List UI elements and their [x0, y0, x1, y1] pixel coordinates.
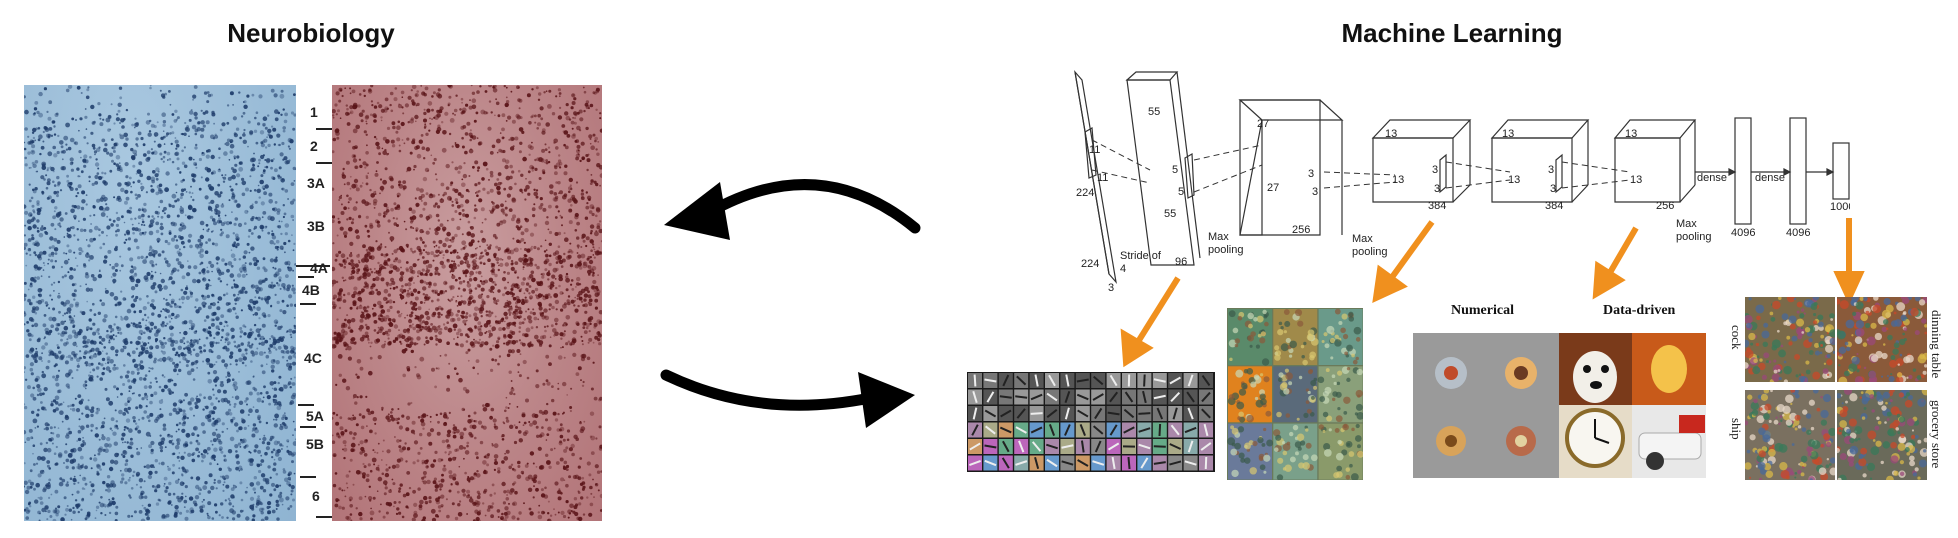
conv3-width: 13 [1392, 174, 1405, 186]
layer-tick [300, 476, 316, 478]
conv2-kernel-2: 3 [1312, 186, 1319, 198]
conv3-box [1372, 137, 1454, 203]
layer-tick [298, 404, 314, 406]
conv1-kernel-2: 5 [1178, 186, 1185, 198]
conv3-feature-visualization-image [1227, 308, 1363, 480]
input-kernel-size: 11 [1089, 144, 1101, 156]
conv2-pool-label: Max pooling [1352, 233, 1388, 258]
class-label-grocery-store: grocery store [1929, 400, 1944, 469]
conv4-kernel: 3 [1548, 164, 1555, 176]
conv4-kernel-2: 3 [1550, 183, 1557, 195]
layer-tick [300, 303, 316, 305]
fc1-box [1734, 117, 1752, 225]
conv2-kernel: 3 [1308, 168, 1315, 180]
stride-label: Stride of 4 [1120, 250, 1161, 275]
conv3-depth: 384 [1428, 200, 1447, 212]
class-visualization-grocery-store [1837, 390, 1927, 480]
conv1-kernel: 5 [1172, 164, 1179, 176]
machine-learning-heading: Machine Learning [1341, 18, 1563, 48]
conv3-kernel-2: 3 [1434, 183, 1441, 195]
conv5-depth: 256 [1656, 200, 1675, 212]
fc2-box [1789, 117, 1807, 225]
input-width: 224 [1081, 258, 1100, 270]
layer-tick [298, 276, 314, 278]
class-label-dinning-table: dinning table [1929, 310, 1944, 379]
conv1-width: 55 [1164, 208, 1177, 220]
layer-tick [316, 128, 332, 130]
orange-arrow-output-icon [1833, 271, 1865, 306]
output-box [1832, 142, 1850, 200]
class-label-ship: ship [1729, 418, 1744, 440]
dense-label-2: dense [1755, 172, 1785, 184]
data-driven-heading: Data-driven [1603, 303, 1676, 318]
class-visualization-cock [1745, 297, 1835, 382]
fc2-size: 4096 [1786, 227, 1811, 239]
conv4-height: 13 [1502, 128, 1515, 140]
layer-label-2: 2 [310, 138, 318, 154]
input-kernel-size-2: 11 [1097, 172, 1109, 184]
data-driven-images [1559, 333, 1706, 478]
input-height: 224 [1076, 187, 1095, 199]
conv5-pool-label: Max pooling [1676, 218, 1712, 243]
conv5-width: 13 [1630, 174, 1643, 186]
layer-tick [316, 162, 332, 164]
conv1-filter-grid-image [967, 372, 1215, 472]
class-visualization-dinning-table [1837, 297, 1927, 382]
cortex-cytochrome-stain-image [332, 85, 602, 521]
numerical-heading: Numerical [1451, 303, 1514, 318]
conv5-height: 13 [1625, 128, 1638, 140]
layer-tick [300, 426, 316, 428]
layer-label-4a: 4A [310, 260, 328, 276]
layer-label-4c: 4C [304, 350, 322, 366]
conv4-box [1491, 137, 1573, 203]
conv3-height: 13 [1385, 128, 1398, 140]
conv5-box [1614, 137, 1681, 203]
conv2-height: 27 [1257, 118, 1270, 130]
conv1-box [1126, 79, 1195, 266]
orange-arrow-conv5-icon [1592, 260, 1626, 300]
input-layer-box [1074, 70, 1117, 284]
conv1-depth: 96 [1175, 256, 1188, 268]
arrow-to-neuro-head-icon [664, 182, 730, 240]
arrow-to-neuro-shaft [704, 179, 921, 234]
layer-label-5b: 5B [306, 436, 324, 452]
layer-label-1: 1 [310, 104, 318, 120]
orange-arrow-conv3-icon [1372, 264, 1408, 304]
class-label-cock: cock [1729, 325, 1744, 350]
input-depth: 3 [1108, 282, 1115, 294]
fc1-size: 4096 [1731, 227, 1756, 239]
layer-tick [316, 516, 332, 518]
conv2-depth: 256 [1292, 224, 1311, 236]
class-visualization-ship [1745, 390, 1835, 480]
conv1-pool-label: Max pooling [1208, 231, 1244, 256]
output-size: 1000 [1830, 201, 1850, 213]
dense-label-1: dense [1697, 172, 1727, 184]
layer-label-6: 6 [312, 488, 320, 504]
arrow-to-ml-shaft [660, 369, 876, 411]
conv4-width: 13 [1508, 174, 1521, 186]
layer-label-5a: 5A [306, 408, 324, 424]
conv3-kernel: 3 [1432, 164, 1439, 176]
layer-label-3a: 3A [307, 175, 325, 191]
arrow-to-ml-head-icon [858, 372, 915, 428]
layer-tick [296, 265, 330, 267]
layer-label-4b: 4B [302, 282, 320, 298]
orange-arrow-conv1-icon [1120, 328, 1154, 368]
conv1-height: 55 [1148, 106, 1161, 118]
conv2-width: 27 [1267, 182, 1280, 194]
conv4-depth: 384 [1545, 200, 1564, 212]
layer-label-3b: 3B [307, 218, 325, 234]
numerical-visualization-image [1413, 333, 1559, 478]
cortex-nissl-stain-image [24, 85, 296, 521]
neurobiology-heading: Neurobiology [227, 18, 395, 48]
